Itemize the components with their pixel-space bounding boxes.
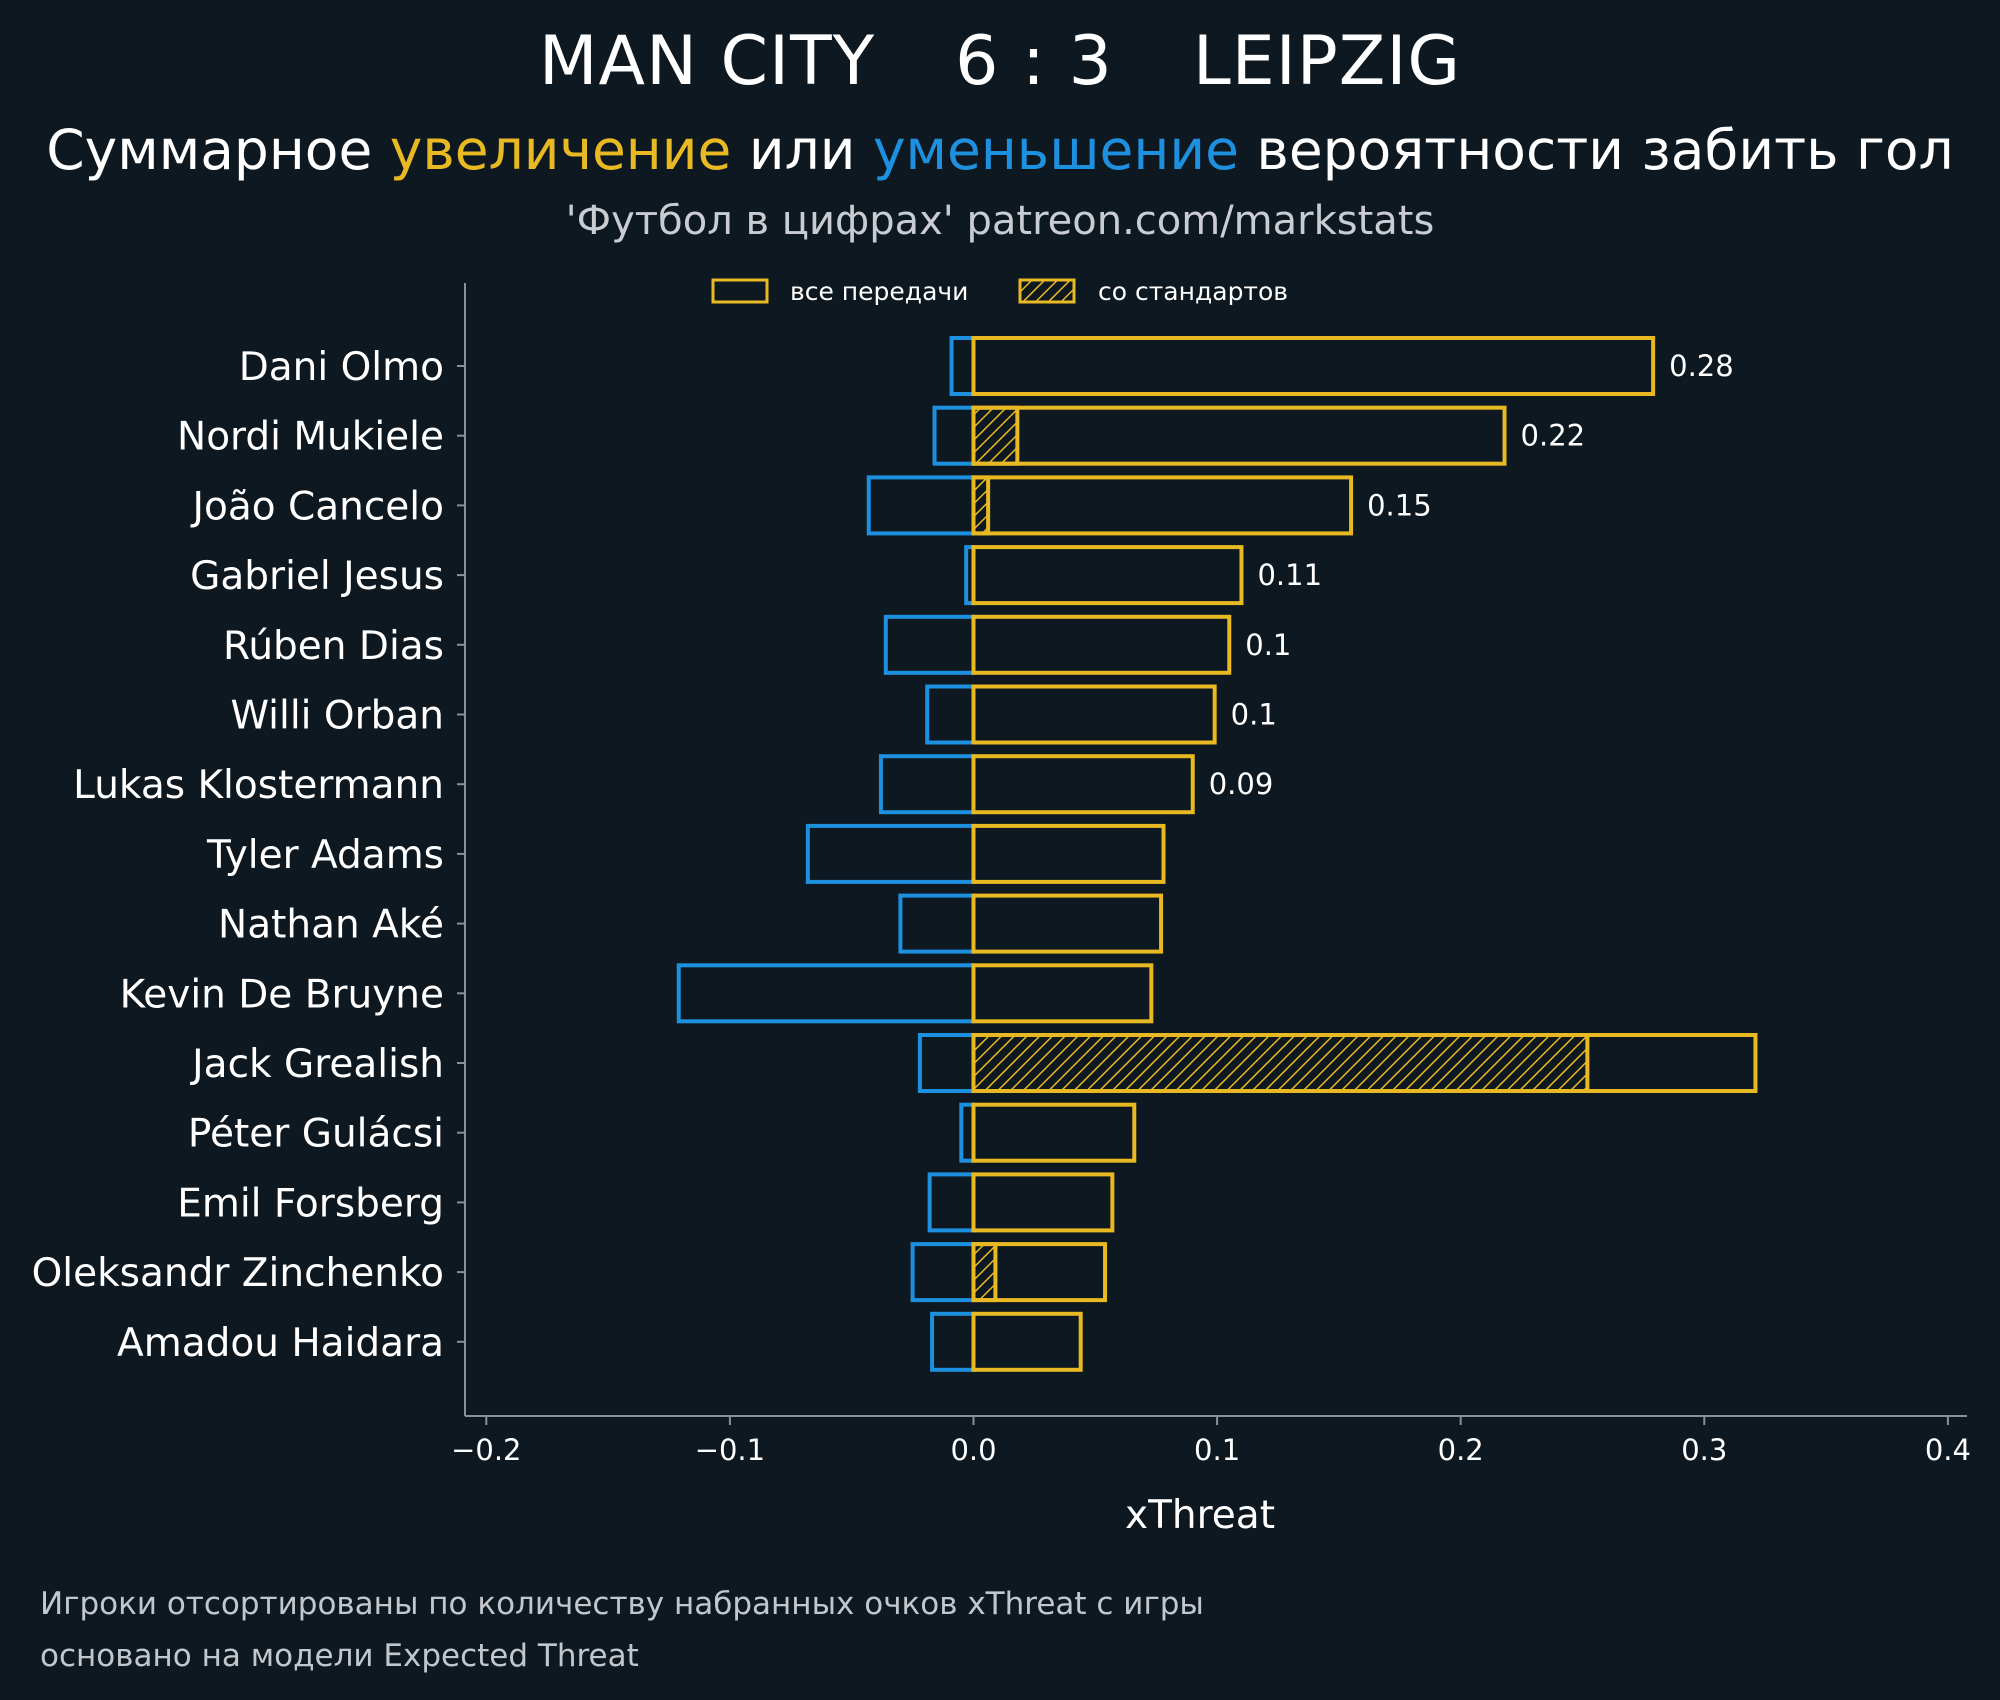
home-team: MAN CITY (538, 22, 876, 101)
legend-label-set-pieces: со стандартов (1098, 277, 1288, 306)
subtitle-part-1: Суммарное (46, 118, 390, 182)
legend-label-all-passes: все передачи (790, 277, 968, 306)
x-axis-ticks: −0.2 −0.1 0.0 0.1 0.2 0.3 0.4 (451, 1416, 1971, 1467)
increase-bar (971, 963, 1154, 1024)
value-label: 0.28 (1669, 349, 1734, 383)
set-piece-bar (971, 1033, 1590, 1093)
x-tick-label: 0.0 (950, 1433, 996, 1467)
player-label: Jack Grealish (189, 1042, 444, 1087)
increase-bar (971, 1311, 1083, 1372)
set-piece-bar (971, 405, 1020, 466)
increase-bar (971, 1033, 1758, 1093)
decrease-bar (949, 336, 976, 396)
subtitle-decrease: уменьшение (872, 118, 1239, 182)
legend-swatch-set-pieces (1018, 278, 1076, 304)
increase-bar (971, 1242, 1108, 1303)
increase-bar (971, 1102, 1137, 1163)
credit-text: 'Футбол в цифрах' patreon.com/markstats (565, 198, 1435, 244)
subtitle-part-3: вероятности забить гол (1238, 118, 1954, 182)
value-label: 0.11 (1257, 558, 1322, 592)
player-label: Amadou Haidara (117, 1321, 444, 1366)
x-tick-label: −0.2 (451, 1433, 521, 1467)
subtitle-part-2: или (731, 118, 873, 182)
decrease-bar (898, 893, 976, 954)
player-label: Oleksandr Zinchenko (32, 1251, 444, 1296)
increase-bar (971, 545, 1244, 606)
decrease-bar (917, 1033, 976, 1093)
decrease-bar (878, 754, 976, 815)
chart-legend: все передачи со стандартов (711, 277, 1288, 306)
increase-bar (971, 684, 1217, 745)
x-tick-label: 0.3 (1681, 1433, 1727, 1467)
increase-bar (971, 405, 1507, 466)
player-label: Gabriel Jesus (190, 554, 444, 599)
decrease-bar (883, 614, 976, 675)
bars-group (676, 336, 1758, 1372)
decrease-bar (805, 823, 976, 884)
increase-bar (971, 893, 1164, 954)
value-label: 0.1 (1245, 628, 1291, 662)
player-labels: Dani Olmo Nordi Mukiele João Cancelo Gabrie… (32, 345, 465, 1366)
increase-bar (971, 823, 1166, 884)
value-labels: 0.28 0.22 0.15 0.11 0.1 0.1 0.09 (1209, 349, 1734, 801)
value-label: 0.22 (1521, 419, 1586, 453)
decrease-bar (910, 1242, 976, 1303)
match-title: MAN CITY 6 : 3 LEIPZIG (0, 22, 2000, 101)
increase-bar (971, 754, 1195, 815)
chart-subtitle: Суммарное увеличение или уменьшение веро… (0, 118, 2000, 182)
set-piece-bar (971, 475, 991, 536)
player-label: Dani Olmo (239, 345, 444, 390)
set-piece-bar (971, 1242, 998, 1303)
player-label: Péter Gulácsi (188, 1112, 444, 1157)
decrease-bar (932, 405, 976, 466)
footer-line-1: Игроки отсортированы по количеству набра… (40, 1586, 1204, 1622)
decrease-bar (927, 1172, 976, 1233)
player-label: Rúben Dias (223, 624, 444, 669)
player-label: Willi Orban (230, 694, 444, 739)
player-label: João Cancelo (189, 484, 444, 529)
increase-bar (971, 614, 1232, 675)
decrease-bar (676, 963, 976, 1024)
decrease-bar (925, 684, 976, 745)
decrease-bar (866, 475, 976, 536)
player-label: Emil Forsberg (177, 1181, 444, 1226)
value-label: 0.15 (1367, 488, 1432, 522)
x-tick-label: 0.4 (1925, 1433, 1971, 1467)
x-axis-title: xThreat (1125, 1493, 1275, 1538)
player-label: Nordi Mukiele (177, 415, 444, 460)
increase-bar (971, 336, 1656, 396)
player-label: Kevin De Bruyne (120, 972, 444, 1017)
increase-bar (971, 475, 1354, 536)
increase-bar (971, 1172, 1115, 1233)
match-score: 6 : 3 (955, 22, 1113, 101)
away-team: LEIPZIG (1192, 22, 1462, 101)
footer-line-2: основано на модели Expected Threat (40, 1638, 639, 1674)
x-tick-label: −0.1 (695, 1433, 765, 1467)
player-label: Lukas Klostermann (73, 763, 444, 808)
subtitle-increase: увеличение (389, 118, 732, 182)
x-tick-label: 0.1 (1194, 1433, 1240, 1467)
value-label: 0.09 (1209, 767, 1274, 801)
player-label: Tyler Adams (206, 833, 444, 878)
player-label: Nathan Aké (218, 903, 444, 948)
x-tick-label: 0.2 (1438, 1433, 1484, 1467)
footer-notes: Игроки отсортированы по количеству набра… (40, 1578, 1204, 1682)
legend-swatch-all-passes (711, 278, 769, 304)
value-label: 0.1 (1231, 698, 1277, 732)
decrease-bar (930, 1311, 976, 1372)
